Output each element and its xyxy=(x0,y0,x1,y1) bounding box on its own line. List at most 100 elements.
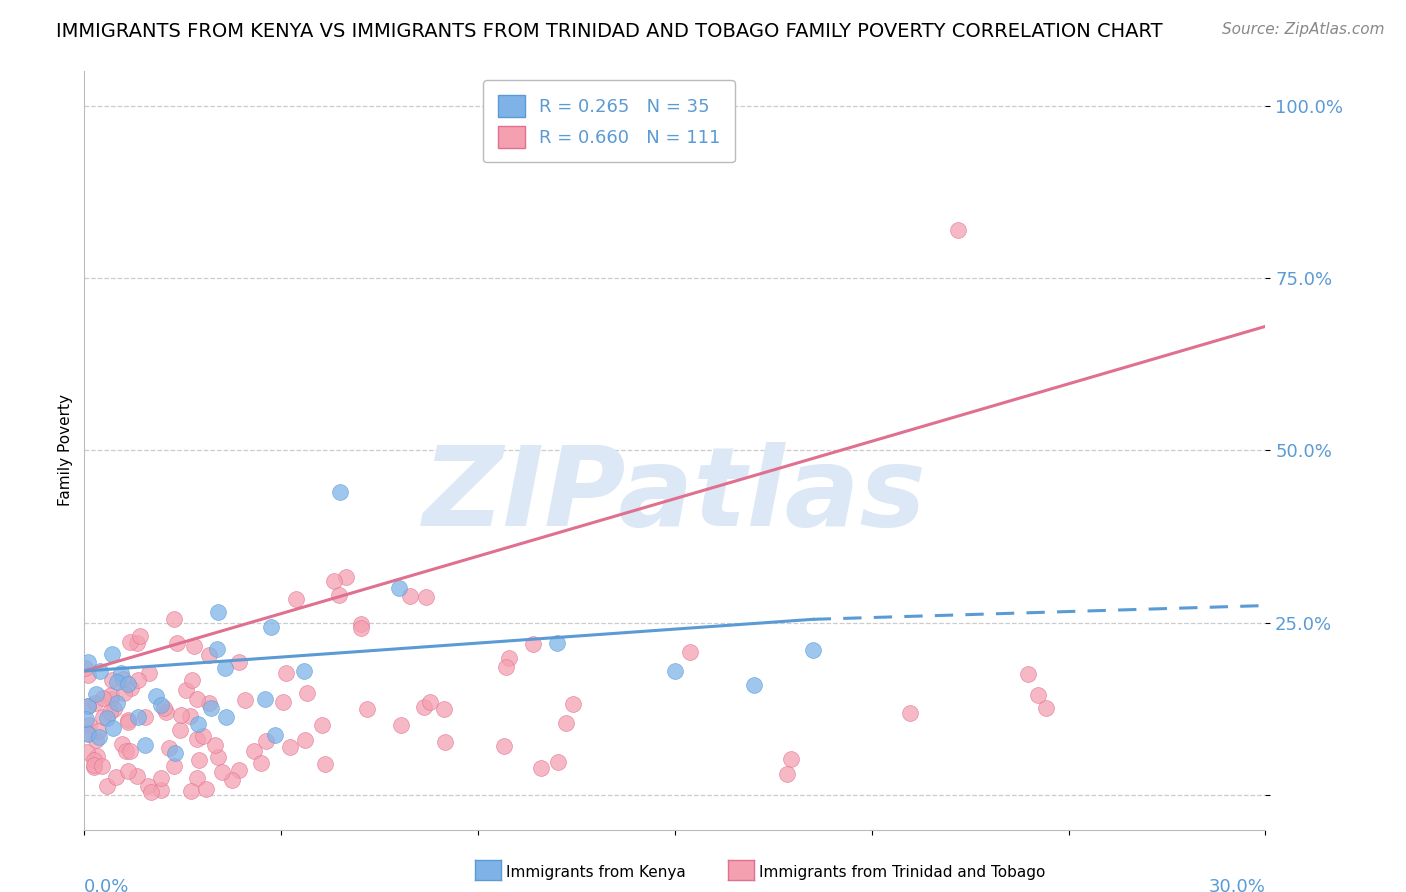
Point xyxy=(415,590,437,604)
Point xyxy=(105,675,128,690)
Point xyxy=(174,682,197,697)
Point xyxy=(73,661,96,675)
Point xyxy=(191,729,214,743)
Point xyxy=(498,650,520,665)
Point xyxy=(356,701,378,715)
Point xyxy=(91,758,114,772)
Point xyxy=(780,752,803,766)
Point xyxy=(155,705,177,719)
Point xyxy=(149,783,172,797)
Point xyxy=(205,642,228,657)
Point xyxy=(120,744,142,758)
Point xyxy=(350,616,373,631)
Point xyxy=(274,665,297,680)
Point xyxy=(207,750,229,764)
Point xyxy=(1017,667,1039,681)
Point xyxy=(243,744,266,758)
Point xyxy=(110,665,132,680)
Point xyxy=(134,710,156,724)
Point xyxy=(271,695,294,709)
Point xyxy=(145,690,167,704)
Point xyxy=(83,758,105,772)
Point xyxy=(100,691,122,706)
Point xyxy=(200,700,222,714)
Point xyxy=(100,647,122,661)
Point xyxy=(117,676,139,690)
Point xyxy=(163,759,186,773)
Point xyxy=(96,779,118,793)
Point xyxy=(86,723,108,738)
Text: Immigrants from Kenya: Immigrants from Kenya xyxy=(506,865,686,880)
Point xyxy=(83,696,105,710)
Point xyxy=(125,769,148,783)
Point xyxy=(121,681,143,696)
Point xyxy=(93,710,115,724)
Point xyxy=(562,697,585,711)
Point xyxy=(183,639,205,653)
Point xyxy=(1026,688,1049,702)
Point xyxy=(75,712,97,726)
Point xyxy=(412,700,434,714)
Point xyxy=(221,773,243,788)
Point xyxy=(117,714,139,729)
Point xyxy=(138,666,160,681)
Point xyxy=(776,766,799,780)
Point xyxy=(948,223,970,237)
Point xyxy=(292,664,315,678)
Point xyxy=(228,655,250,669)
Point xyxy=(254,734,277,748)
Point xyxy=(163,612,186,626)
Point xyxy=(433,702,456,716)
Point xyxy=(76,725,98,739)
Point xyxy=(170,707,193,722)
Point xyxy=(89,664,111,678)
Point xyxy=(96,711,118,725)
Point xyxy=(329,484,352,499)
Point xyxy=(105,696,128,710)
Point xyxy=(165,747,187,761)
Point xyxy=(664,664,686,678)
Text: ZIPatlas: ZIPatlas xyxy=(423,442,927,549)
Point xyxy=(228,763,250,777)
Point xyxy=(211,764,233,779)
Point xyxy=(180,783,202,797)
Point xyxy=(186,771,208,785)
Point xyxy=(492,739,515,754)
Point xyxy=(117,713,139,727)
Point xyxy=(118,635,141,649)
Point xyxy=(898,706,921,720)
Point xyxy=(495,659,517,673)
Point xyxy=(112,685,135,699)
Point xyxy=(323,574,346,588)
Point xyxy=(117,764,139,778)
Point xyxy=(79,718,101,732)
Point xyxy=(101,673,124,687)
Point xyxy=(150,698,173,712)
Point xyxy=(76,656,98,670)
Point xyxy=(166,636,188,650)
Point xyxy=(179,709,201,723)
Point xyxy=(250,756,273,770)
Point xyxy=(1035,701,1057,715)
Point xyxy=(127,673,149,687)
Point xyxy=(195,781,218,796)
Point xyxy=(555,716,578,731)
Point xyxy=(128,629,150,643)
Point xyxy=(157,741,180,756)
Point xyxy=(419,695,441,709)
Point xyxy=(742,678,765,692)
Point xyxy=(83,760,105,774)
Text: 0.0%: 0.0% xyxy=(84,878,129,892)
Point xyxy=(134,738,156,752)
Point xyxy=(98,706,121,720)
Point xyxy=(136,779,159,793)
Point xyxy=(522,636,544,650)
Point xyxy=(187,716,209,731)
Point xyxy=(100,689,122,703)
Point xyxy=(207,605,229,619)
Point xyxy=(399,589,422,603)
Point xyxy=(186,692,208,706)
Point xyxy=(103,701,125,715)
Legend: R = 0.265   N = 35, R = 0.660   N = 111: R = 0.265 N = 35, R = 0.660 N = 111 xyxy=(484,80,735,162)
Point xyxy=(77,698,100,713)
